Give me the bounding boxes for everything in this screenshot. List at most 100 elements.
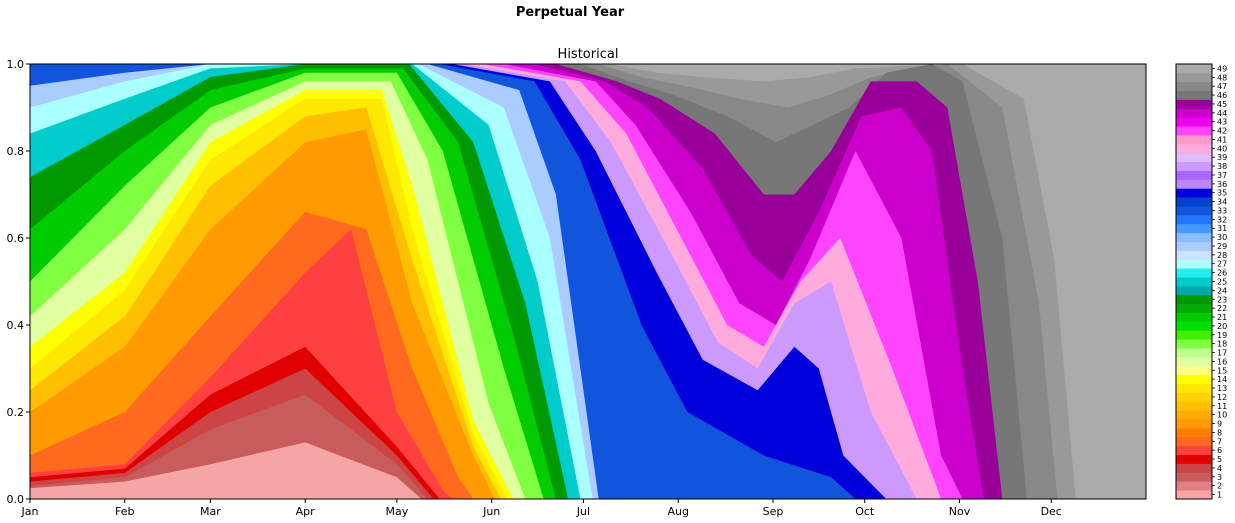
colorbar-swatch-2 [1176,481,1212,491]
colorbar-swatch-3 [1176,472,1212,482]
y-tick-label: 0.8 [7,145,25,158]
colorbar-tick-label: 16 [1217,357,1227,366]
colorbar-tick-label: 3 [1217,473,1222,482]
colorbar-swatch-21 [1176,312,1212,322]
x-tick-label: May [386,505,409,518]
colorbar-tick-label: 37 [1217,171,1227,180]
colorbar-tick-label: 45 [1217,100,1227,109]
colorbar-swatch-14 [1176,374,1212,384]
colorbar-tick-label: 38 [1217,162,1227,171]
colorbar-swatch-41 [1176,135,1212,145]
x-tick-label: Apr [296,505,316,518]
x-tick-label: Jan [21,505,39,518]
colorbar-swatch-10 [1176,410,1212,420]
colorbar-tick-label: 26 [1217,269,1227,278]
colorbar-tick-label: 10 [1217,411,1227,420]
colorbar-tick-label: 24 [1217,286,1227,295]
colorbar-tick-label: 49 [1217,64,1227,73]
colorbar-tick-label: 8 [1217,428,1222,437]
colorbar-swatch-25 [1176,277,1212,287]
colorbar-swatch-43 [1176,117,1212,127]
colorbar-frame [1175,63,1213,500]
colorbar-swatch-23 [1176,294,1212,305]
colorbar-tick-label: 41 [1217,135,1227,144]
colorbar-swatch-31 [1176,223,1212,234]
colorbar-tick-label: 28 [1217,251,1227,260]
colorbar-tick-label: 30 [1217,233,1227,242]
colorbar-swatch-38 [1176,161,1212,171]
x-tick-label: Dec [1041,505,1062,518]
colorbar-tick-label: 2 [1217,482,1222,491]
x-tick-label: Sep [763,505,784,518]
colorbar-tick-label: 34 [1217,198,1227,207]
colorbar-swatch-24 [1176,285,1212,296]
colorbar-tick-label: 27 [1217,260,1227,269]
colorbar-tick-label: 33 [1217,206,1227,215]
colorbar-swatch-7 [1176,436,1212,447]
band-level-1 [30,442,1146,499]
heatmap-bands [30,64,1146,500]
colorbar-swatch-6 [1176,445,1212,456]
colorbar-swatch-44 [1176,108,1212,118]
x-tick-label: Oct [855,505,875,518]
colorbar-swatch-8 [1176,427,1212,438]
colorbar-swatch-15 [1176,365,1212,376]
colorbar-swatch-34 [1176,197,1212,207]
y-tick-label: 0.6 [7,232,25,245]
colorbar-swatch-37 [1176,170,1212,180]
colorbar-swatch-28 [1176,250,1212,260]
colorbar-tick-label: 36 [1217,180,1227,189]
colorbar-tick-label: 25 [1217,278,1227,287]
plot-frame [29,63,1147,500]
colorbar-swatch-26 [1176,268,1212,278]
colorbar-tick-label: 43 [1217,118,1227,127]
colorbar-tick-label: 5 [1217,455,1222,464]
colorbar-tick-label: 7 [1217,437,1222,446]
colorbar-swatch-46 [1176,90,1212,100]
colorbar-tick-label: 9 [1217,420,1222,429]
colorbar-tick-label: 14 [1217,375,1227,384]
colorbar-swatch-19 [1176,330,1212,340]
x-tick-label: Mar [200,505,221,518]
colorbar-tick-label: 48 [1217,73,1227,82]
axes-title: Historical [557,47,619,62]
colorbar-swatch-42 [1176,126,1212,136]
x-tick-label: Aug [667,505,688,518]
colorbar-tick-label: 31 [1217,224,1227,233]
colorbar-tick-label: 42 [1217,127,1227,136]
colorbar-tick-label: 21 [1217,313,1227,322]
colorbar-tick-label: 12 [1217,393,1227,402]
colorbar-swatch-27 [1176,259,1212,269]
colorbar-tick-label: 44 [1217,109,1227,118]
colorbar-swatch-16 [1176,356,1212,367]
colorbar-swatch-22 [1176,303,1212,313]
colorbar-swatch-17 [1176,348,1212,358]
colorbar-swatch-33 [1176,206,1212,216]
x-tick-label: Feb [115,505,134,518]
colorbar-tick-label: 47 [1217,82,1227,91]
y-tick-label: 0.4 [7,319,25,332]
colorbar-tick-label: 4 [1217,464,1222,473]
colorbar-swatch-49 [1176,64,1212,74]
colorbar-swatch-12 [1176,392,1212,402]
colorbar-swatch-1 [1176,490,1212,500]
colorbar-swatch-40 [1176,143,1212,154]
y-tick-label: 1.0 [7,58,25,71]
colorbar-swatch-48 [1176,72,1212,83]
colorbar-swatch-35 [1176,188,1212,198]
colorbar-swatch-47 [1176,81,1212,92]
colorbar-tick-label: 6 [1217,446,1222,455]
colorbar-swatch-9 [1176,419,1212,429]
y-tick-label: 0.0 [7,493,25,506]
x-tick-label: Nov [949,505,971,518]
colorbar-tick-label: 17 [1217,349,1227,358]
colorbar-tick-label: 20 [1217,322,1227,331]
colorbar-tick-label: 22 [1217,304,1227,313]
colorbar-swatch-20 [1176,321,1212,331]
colorbar-swatch-36 [1176,179,1212,189]
colorbar-tick-label: 29 [1217,242,1227,251]
colorbar-swatch-29 [1176,241,1212,251]
colorbar-tick-label: 15 [1217,366,1227,375]
y-axis: 0.0 0.2 0.4 0.6 0.8 1.0 [7,58,30,506]
